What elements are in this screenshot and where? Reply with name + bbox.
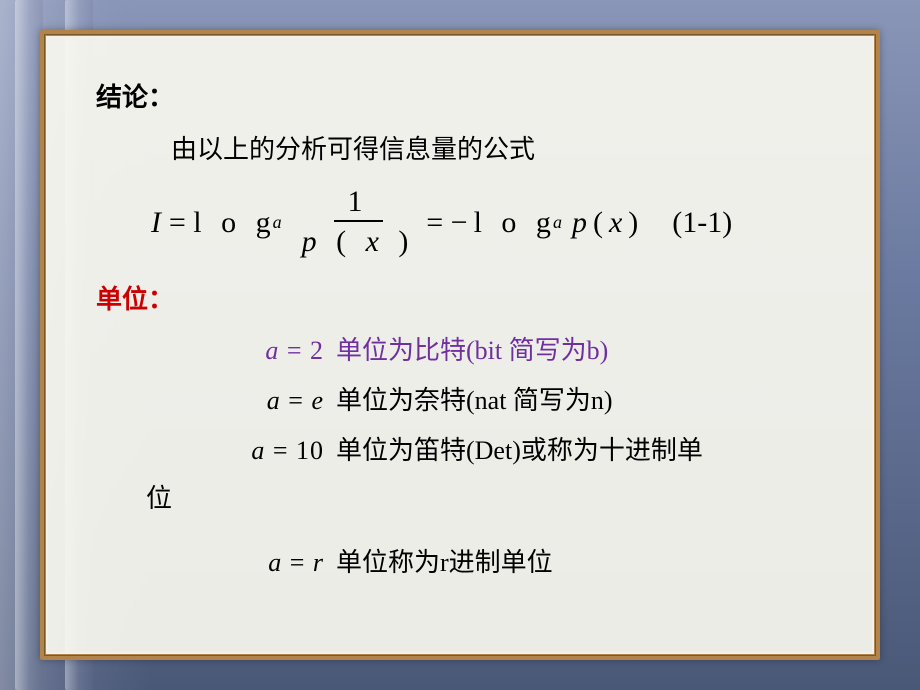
- unit-row-r: a = r 单位称为r进制单位: [96, 541, 824, 585]
- eq-sym: =: [273, 436, 289, 465]
- unit-row-nat: a = e 单位为奈特(nat 简写为n): [96, 379, 824, 423]
- unit-desc-det-continuation: 位: [96, 477, 824, 521]
- equals-2: =: [424, 197, 450, 248]
- log-1: l o g: [193, 197, 276, 248]
- a-var: a: [265, 336, 279, 365]
- eq-sym: =: [288, 386, 304, 415]
- eq-val: r: [313, 548, 324, 577]
- p-1: p: [302, 225, 323, 258]
- var-I: I: [151, 197, 167, 248]
- unit-row-det: a = 10 单位为笛特(Det)或称为十进制单: [96, 429, 824, 473]
- unit-eq-nat: a = e: [226, 379, 336, 423]
- log-2: l o g: [474, 197, 557, 248]
- frac-numerator: 1: [334, 184, 383, 222]
- slide-frame: 结论： 由以上的分析可得信息量的公式 I = l o g a 1 p ( x )…: [40, 30, 880, 660]
- slide-content: 结论： 由以上的分析可得信息量的公式 I = l o g a 1 p ( x )…: [46, 36, 874, 654]
- a-var: a: [267, 386, 281, 415]
- unit-desc-det: 单位为笛特(Det)或称为十进制单: [336, 429, 703, 473]
- intro-text: 由以上的分析可得信息量的公式: [96, 128, 824, 172]
- frac-denominator: p ( x ): [298, 222, 419, 260]
- x-1: x: [366, 225, 385, 258]
- unit-eq-r: a = r: [226, 541, 336, 585]
- x-2: x: [609, 197, 628, 248]
- units-heading: 单位：: [96, 278, 824, 322]
- equals-1: =: [167, 197, 193, 248]
- unit-row-bit: a = 2 单位为比特(bit 简写为b): [96, 329, 824, 373]
- equation-number: (1-1): [672, 197, 732, 248]
- eq-val: 10: [296, 436, 324, 465]
- unit-desc-nat: 单位为奈特(nat 简写为n): [336, 379, 613, 423]
- log-base-2: a: [553, 207, 568, 238]
- information-formula: I = l o g a 1 p ( x ) = − l o g a p ( x …: [96, 184, 824, 260]
- open-1: (: [323, 225, 366, 258]
- close-1: ): [385, 225, 415, 258]
- units-list: a = 2 单位为比特(bit 简写为b) a = e 单位为奈特(nat 简写…: [96, 329, 824, 586]
- a-var: a: [268, 548, 282, 577]
- eq-sym: =: [287, 336, 303, 365]
- minus: −: [451, 197, 474, 248]
- p-2: p: [572, 197, 593, 248]
- open-2: (: [593, 197, 609, 248]
- unit-desc-r: 单位称为r进制单位: [336, 541, 553, 585]
- a-var: a: [251, 436, 265, 465]
- eq-val: 2: [310, 336, 324, 365]
- eq-val: e: [311, 386, 324, 415]
- fraction: 1 p ( x ): [298, 184, 419, 260]
- log-base-1: a: [273, 207, 288, 238]
- unit-eq-det: a = 10: [226, 429, 336, 473]
- formula-expression: I = l o g a 1 p ( x ) = − l o g a p ( x …: [151, 184, 644, 260]
- close-2: ): [628, 197, 644, 248]
- eq-sym: =: [290, 548, 306, 577]
- unit-eq-bit: a = 2: [226, 329, 336, 373]
- unit-desc-bit: 单位为比特(bit 简写为b): [336, 329, 608, 373]
- conclusion-heading: 结论：: [96, 76, 824, 120]
